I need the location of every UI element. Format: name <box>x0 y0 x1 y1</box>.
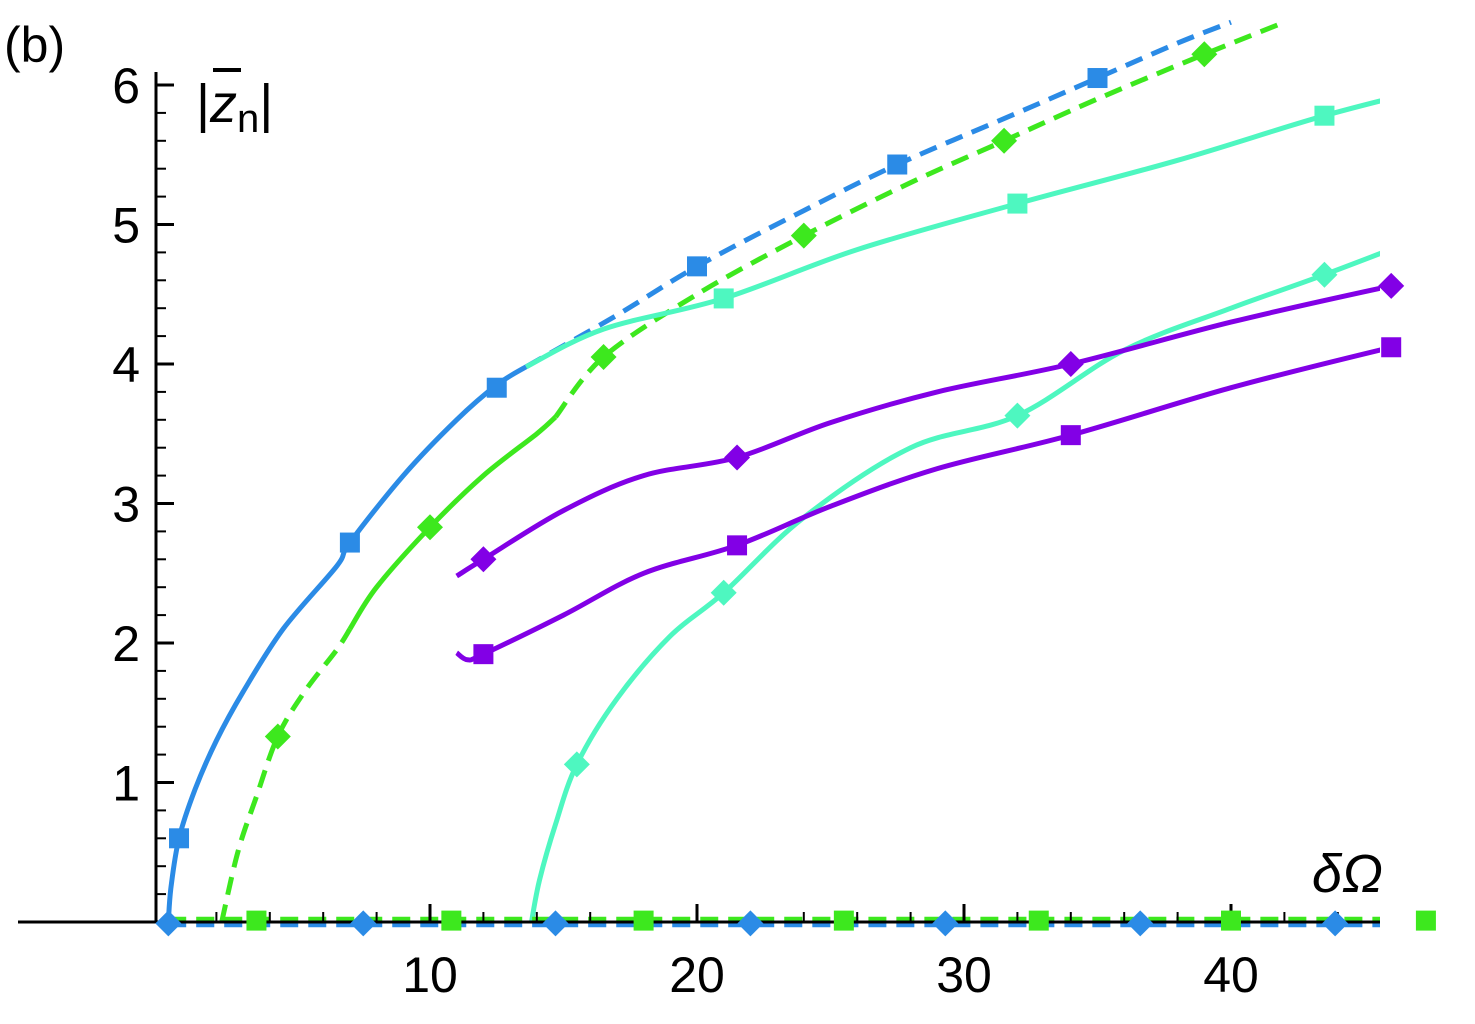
series-5-marker-0 <box>713 288 734 309</box>
series-8-marker-1 <box>727 535 748 556</box>
y-axis-label-sub: n <box>237 97 259 141</box>
series-9-marker-5 <box>1221 910 1241 931</box>
series-10-marker-6 <box>1322 910 1349 937</box>
x-tick-label: 30 <box>936 947 992 1003</box>
series-7-marker-0 <box>470 546 497 573</box>
series-9-marker-1 <box>441 910 462 931</box>
y-tick-label: 1 <box>112 756 140 812</box>
series-4-marker-1 <box>790 222 817 249</box>
y-axis-label: |zn| <box>196 68 273 141</box>
series-3-marker-0 <box>417 514 443 541</box>
x-tick-label: 10 <box>402 947 458 1003</box>
x-tick-label: 20 <box>669 947 725 1003</box>
series-9-marker-2 <box>633 910 654 931</box>
series-5-marker-2 <box>1314 105 1335 126</box>
series-1-marker-1 <box>887 154 908 175</box>
series-line-0 <box>165 364 528 923</box>
series-8-marker-3 <box>1381 337 1402 358</box>
series-9-marker-6 <box>1415 910 1436 931</box>
series-line-7 <box>455 285 1380 579</box>
series-line-5 <box>524 98 1380 370</box>
series-5-marker-1 <box>1007 193 1028 214</box>
series-9-marker-0 <box>246 910 267 931</box>
series-1-marker-0 <box>687 256 707 277</box>
y-tick-label: 3 <box>112 477 140 533</box>
panel-label: (b) <box>4 17 65 73</box>
series-4-marker-2 <box>991 127 1018 154</box>
series-10-marker-2 <box>542 910 569 937</box>
y-tick-label: 2 <box>112 616 140 672</box>
series-8-marker-2 <box>1060 425 1081 446</box>
y-axis-label-suffix: | <box>259 74 273 134</box>
series-4-marker-0 <box>590 344 617 371</box>
y-tick-label: 4 <box>112 337 140 393</box>
y-axis-label-prefix: | <box>196 74 210 134</box>
series-line-3 <box>347 415 558 631</box>
series-6-marker-3 <box>1311 261 1338 288</box>
y-tick-label: 5 <box>112 198 140 254</box>
axes-layer: 1 2 3 4 5 6 10 20 30 40 <box>18 58 1380 1003</box>
series-line-8 <box>455 347 1380 663</box>
series-6-marker-0 <box>563 751 590 778</box>
series-10-marker-5 <box>1127 910 1154 937</box>
series-0-marker-2 <box>486 377 507 398</box>
series-6-marker-1 <box>710 579 737 606</box>
x-tick-label: 40 <box>1203 947 1259 1003</box>
series-line-4 <box>553 19 1286 419</box>
svg-text:|zn|: |zn| <box>196 74 273 141</box>
x-axis-label: δΩ <box>1312 844 1383 904</box>
y-axis-label-var: z <box>209 74 237 134</box>
series-line-2 <box>219 627 353 923</box>
series-9-marker-4 <box>1028 910 1049 931</box>
series-10-marker-0 <box>155 910 182 937</box>
series-layer <box>165 19 1380 928</box>
series-0-marker-0 <box>169 828 190 849</box>
series-10-marker-3 <box>737 910 764 937</box>
series-7-marker-2 <box>1057 351 1084 377</box>
series-8-marker-0 <box>473 644 494 665</box>
series-line-6 <box>529 250 1380 923</box>
series-7-marker-1 <box>724 444 751 471</box>
series-10-marker-1 <box>350 910 377 937</box>
series-1-marker-2 <box>1087 68 1108 89</box>
series-7-marker-3 <box>1378 272 1405 299</box>
series-6-marker-2 <box>1004 402 1031 429</box>
series-10-marker-4 <box>932 910 959 937</box>
series-2-marker-0 <box>264 723 291 750</box>
series-0-marker-1 <box>339 532 360 553</box>
y-tick-label: 6 <box>112 58 140 114</box>
series-line-1 <box>524 19 1232 369</box>
series-9-marker-3 <box>833 910 854 931</box>
marker-layer <box>155 41 1436 937</box>
series-4-marker-3 <box>1191 41 1218 68</box>
